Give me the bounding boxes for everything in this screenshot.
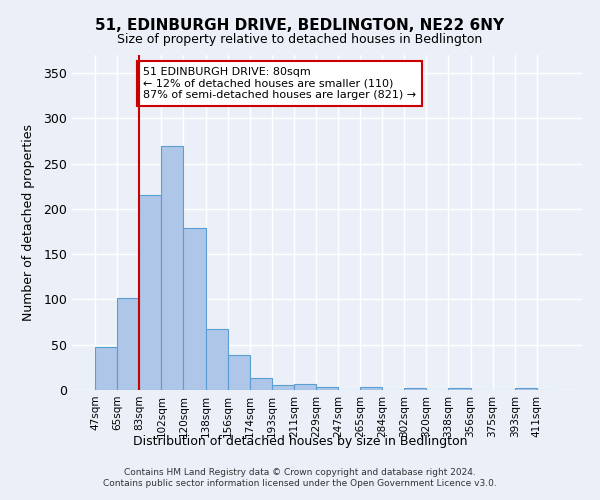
- Bar: [404, 388, 427, 390]
- Bar: [272, 386, 294, 390]
- Text: Distribution of detached houses by size in Bedlington: Distribution of detached houses by size …: [133, 435, 467, 448]
- Bar: [515, 388, 537, 390]
- Bar: [161, 146, 184, 390]
- Text: Contains HM Land Registry data © Crown copyright and database right 2024.
Contai: Contains HM Land Registry data © Crown c…: [103, 468, 497, 487]
- Bar: [206, 330, 227, 390]
- Bar: [316, 388, 338, 390]
- Bar: [360, 388, 382, 390]
- Bar: [117, 298, 139, 390]
- Text: 51, EDINBURGH DRIVE, BEDLINGTON, NE22 6NY: 51, EDINBURGH DRIVE, BEDLINGTON, NE22 6N…: [95, 18, 505, 32]
- Bar: [184, 228, 206, 390]
- Bar: [448, 388, 470, 390]
- Text: 51 EDINBURGH DRIVE: 80sqm
← 12% of detached houses are smaller (110)
87% of semi: 51 EDINBURGH DRIVE: 80sqm ← 12% of detac…: [143, 67, 416, 100]
- Bar: [227, 354, 250, 390]
- Y-axis label: Number of detached properties: Number of detached properties: [22, 124, 35, 321]
- Bar: [294, 384, 316, 390]
- Bar: [139, 196, 161, 390]
- Text: Size of property relative to detached houses in Bedlington: Size of property relative to detached ho…: [118, 32, 482, 46]
- Bar: [95, 348, 117, 390]
- Bar: [250, 378, 272, 390]
